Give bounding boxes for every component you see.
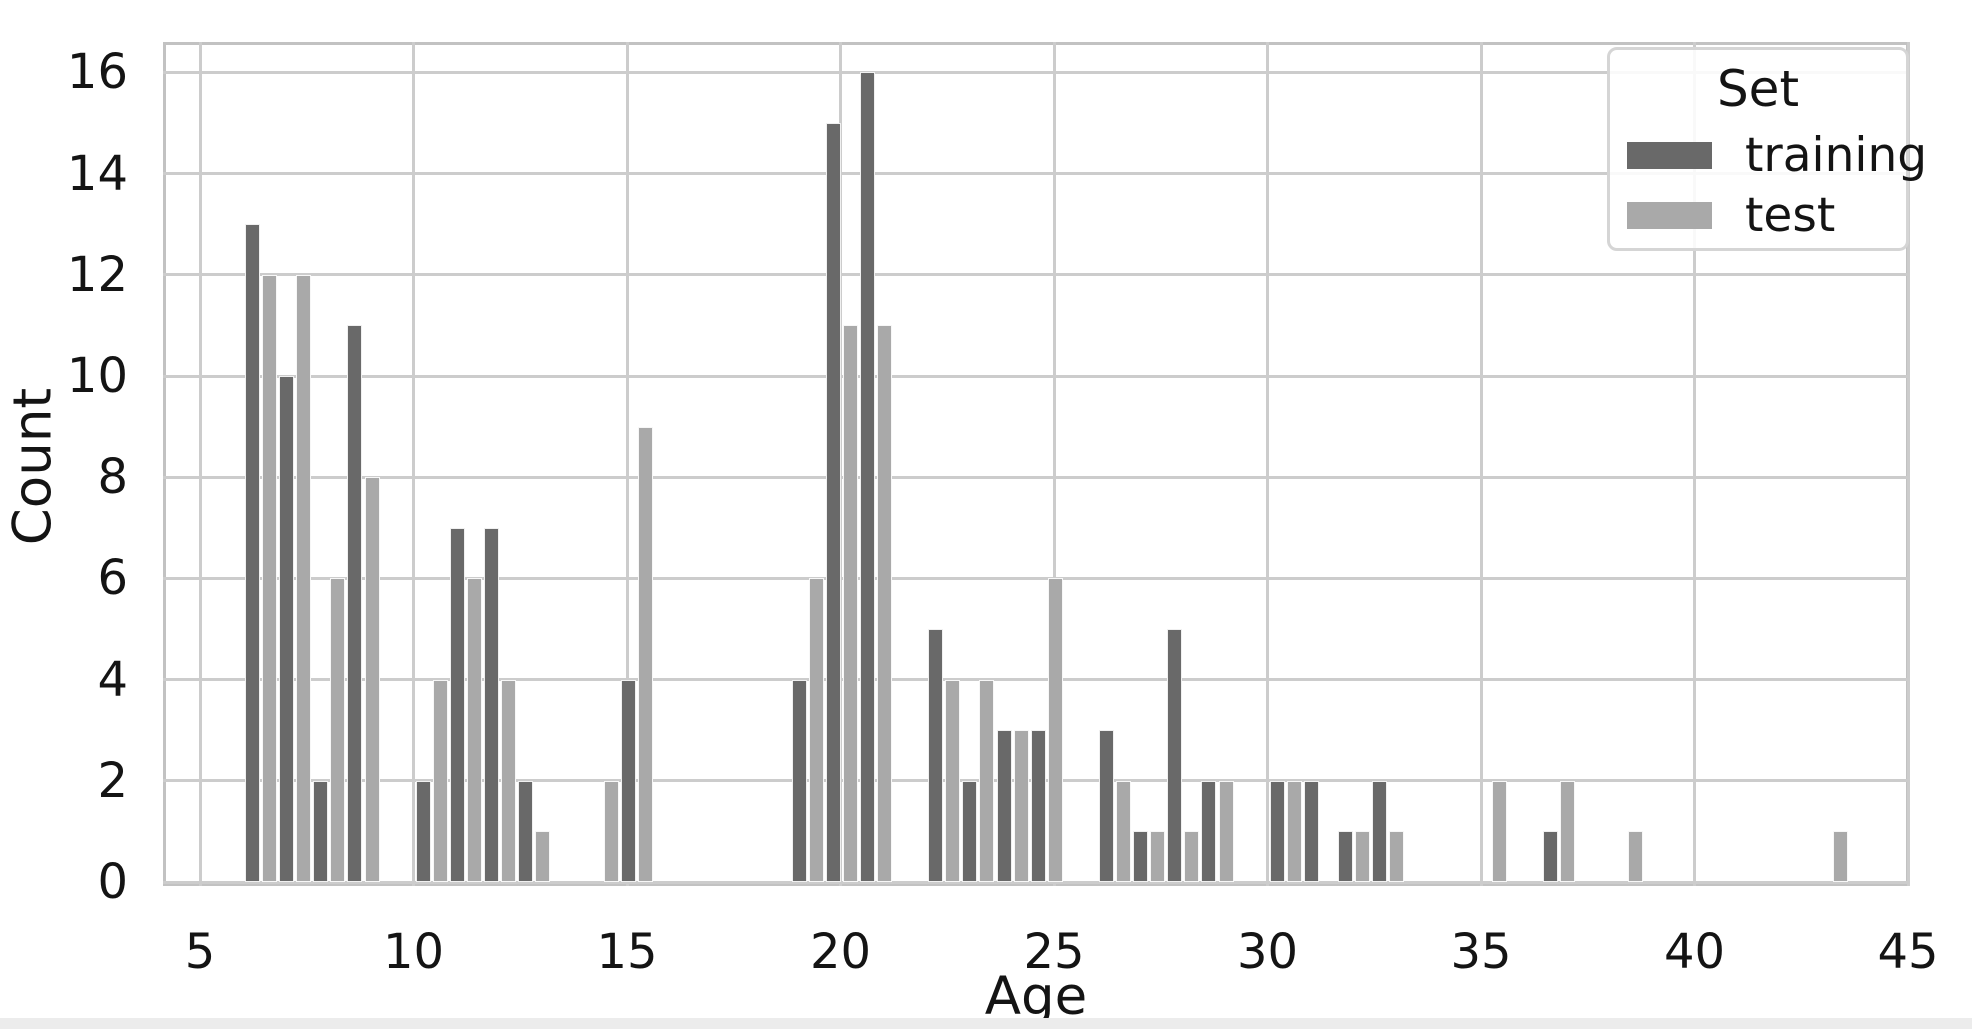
x-axis-label: Age	[984, 966, 1088, 1027]
bar-test-age-36.43	[1560, 780, 1576, 882]
bar-training-age-22.03	[928, 629, 944, 882]
bar-training-age-6.83	[279, 376, 295, 882]
gridline-y-10	[163, 374, 1909, 378]
legend-title: Set	[1716, 60, 1800, 118]
bar-training-age-6.03	[244, 224, 260, 882]
y-tick-label-10: 10	[66, 348, 128, 404]
x-tick-label-25: 25	[1023, 924, 1085, 980]
bar-test-age-34.83	[1491, 780, 1507, 882]
gridline-y-16	[163, 70, 1909, 74]
bar-test-age-42.83	[1833, 831, 1849, 882]
bar-test-age-31.63	[1355, 831, 1371, 882]
x-tick-label-10: 10	[382, 924, 445, 980]
bar-test-age-26.83	[1150, 831, 1166, 882]
bar-training-age-10.03	[415, 780, 431, 882]
bar-test-age-7.63	[330, 578, 346, 882]
bar-test-age-18.83	[808, 578, 824, 882]
bar-test-age-24.43	[1047, 578, 1063, 882]
x-tick-label-15: 15	[596, 924, 658, 980]
screenshot-edge-artifact	[0, 1018, 1972, 1029]
y-tick-label-2: 2	[97, 752, 128, 809]
bar-training-age-28.43	[1201, 780, 1217, 882]
gridline-x-40	[1693, 42, 1696, 886]
gridline-x-10	[412, 42, 415, 886]
bar-test-age-12.43	[535, 831, 551, 882]
gridline-y-12	[163, 273, 1909, 277]
bar-test-age-14.03	[603, 780, 619, 882]
bar-training-age-20.43	[859, 72, 875, 882]
gridline-x-25	[1052, 42, 1056, 886]
x-tick-label-45: 45	[1877, 924, 1939, 980]
gridline-x-30	[1266, 42, 1269, 886]
x-tick-label-20: 20	[809, 924, 872, 980]
bar-training-age-10.83	[449, 527, 465, 882]
bar-training-age-27.63	[1167, 629, 1183, 882]
legend-swatch-training	[1627, 141, 1712, 169]
legend-entry-training: training	[1627, 128, 1927, 183]
y-axis-label: Count	[2, 387, 64, 546]
bar-training-age-24.43	[1030, 730, 1046, 882]
bar-test-age-10.03	[432, 679, 448, 882]
bar-training-age-22.83	[962, 780, 978, 882]
gridline-x-45	[1906, 42, 1910, 886]
bar-test-age-26.03	[1116, 780, 1132, 882]
bar-test-age-6.03	[262, 274, 278, 882]
gridline-y-6	[163, 576, 1909, 580]
x-tick-label-5: 5	[184, 924, 216, 980]
legend-swatch-test	[1627, 201, 1712, 229]
legend-entry-test: test	[1627, 187, 1898, 243]
bar-test-age-27.63	[1184, 831, 1200, 882]
gridline-y-4	[163, 678, 1909, 682]
legend-label-training: training	[1745, 127, 1928, 183]
bar-training-age-26.03	[1098, 730, 1114, 882]
gridline-x-5	[198, 42, 202, 886]
bar-training-age-36.43	[1543, 831, 1559, 882]
gridline-y-8	[163, 475, 1909, 479]
gridline-y-0	[163, 880, 1909, 884]
y-tick-label-16: 16	[66, 44, 128, 101]
y-tick-label-14: 14	[66, 145, 128, 202]
bar-training-age-23.63	[996, 730, 1012, 882]
bar-training-age-32.43	[1372, 780, 1388, 882]
bar-training-age-26.83	[1133, 831, 1149, 882]
bar-training-age-31.63	[1338, 831, 1354, 882]
bar-test-age-22.03	[945, 679, 961, 882]
bar-training-age-11.63	[484, 527, 500, 882]
gridline-y-14	[163, 172, 1909, 176]
y-tick-label-8: 8	[97, 449, 128, 506]
y-tick-label-4: 4	[97, 651, 128, 708]
bar-training-age-18.83	[791, 679, 807, 882]
x-tick-label-35: 35	[1450, 924, 1512, 980]
bar-training-age-30.83	[1303, 780, 1319, 882]
y-tick-label-6: 6	[97, 550, 128, 607]
bar-test-age-30.03	[1286, 780, 1302, 882]
bar-training-age-19.63	[825, 123, 841, 882]
bar-test-age-10.83	[467, 578, 483, 882]
y-tick-label-0: 0	[97, 854, 128, 910]
legend: Set training test	[1607, 47, 1927, 251]
bar-test-age-6.83	[296, 274, 312, 882]
bar-training-age-7.63	[313, 780, 329, 882]
bar-test-age-20.43	[876, 325, 892, 882]
y-tick-label-12: 12	[66, 246, 128, 303]
bar-test-age-19.63	[842, 325, 858, 882]
bar-test-age-8.43	[364, 477, 380, 882]
bar-test-age-23.63	[1013, 730, 1029, 882]
bar-test-age-32.43	[1389, 831, 1405, 882]
x-tick-label-40: 40	[1663, 924, 1726, 980]
bar-test-age-22.83	[979, 679, 995, 882]
bar-test-age-28.43	[1218, 780, 1234, 882]
bar-training-age-14.83	[620, 679, 636, 882]
bar-test-age-11.63	[501, 679, 517, 882]
x-tick-label-30: 30	[1236, 924, 1299, 980]
bar-training-age-30.03	[1269, 780, 1285, 882]
bar-test-age-14.83	[637, 426, 653, 882]
gridline-x-15	[625, 42, 629, 886]
bar-training-age-12.43	[518, 780, 534, 882]
legend-label-test: test	[1745, 187, 1836, 243]
bar-test-age-38.03	[1628, 831, 1644, 882]
gridline-x-35	[1479, 42, 1483, 886]
bar-training-age-8.43	[347, 325, 363, 882]
